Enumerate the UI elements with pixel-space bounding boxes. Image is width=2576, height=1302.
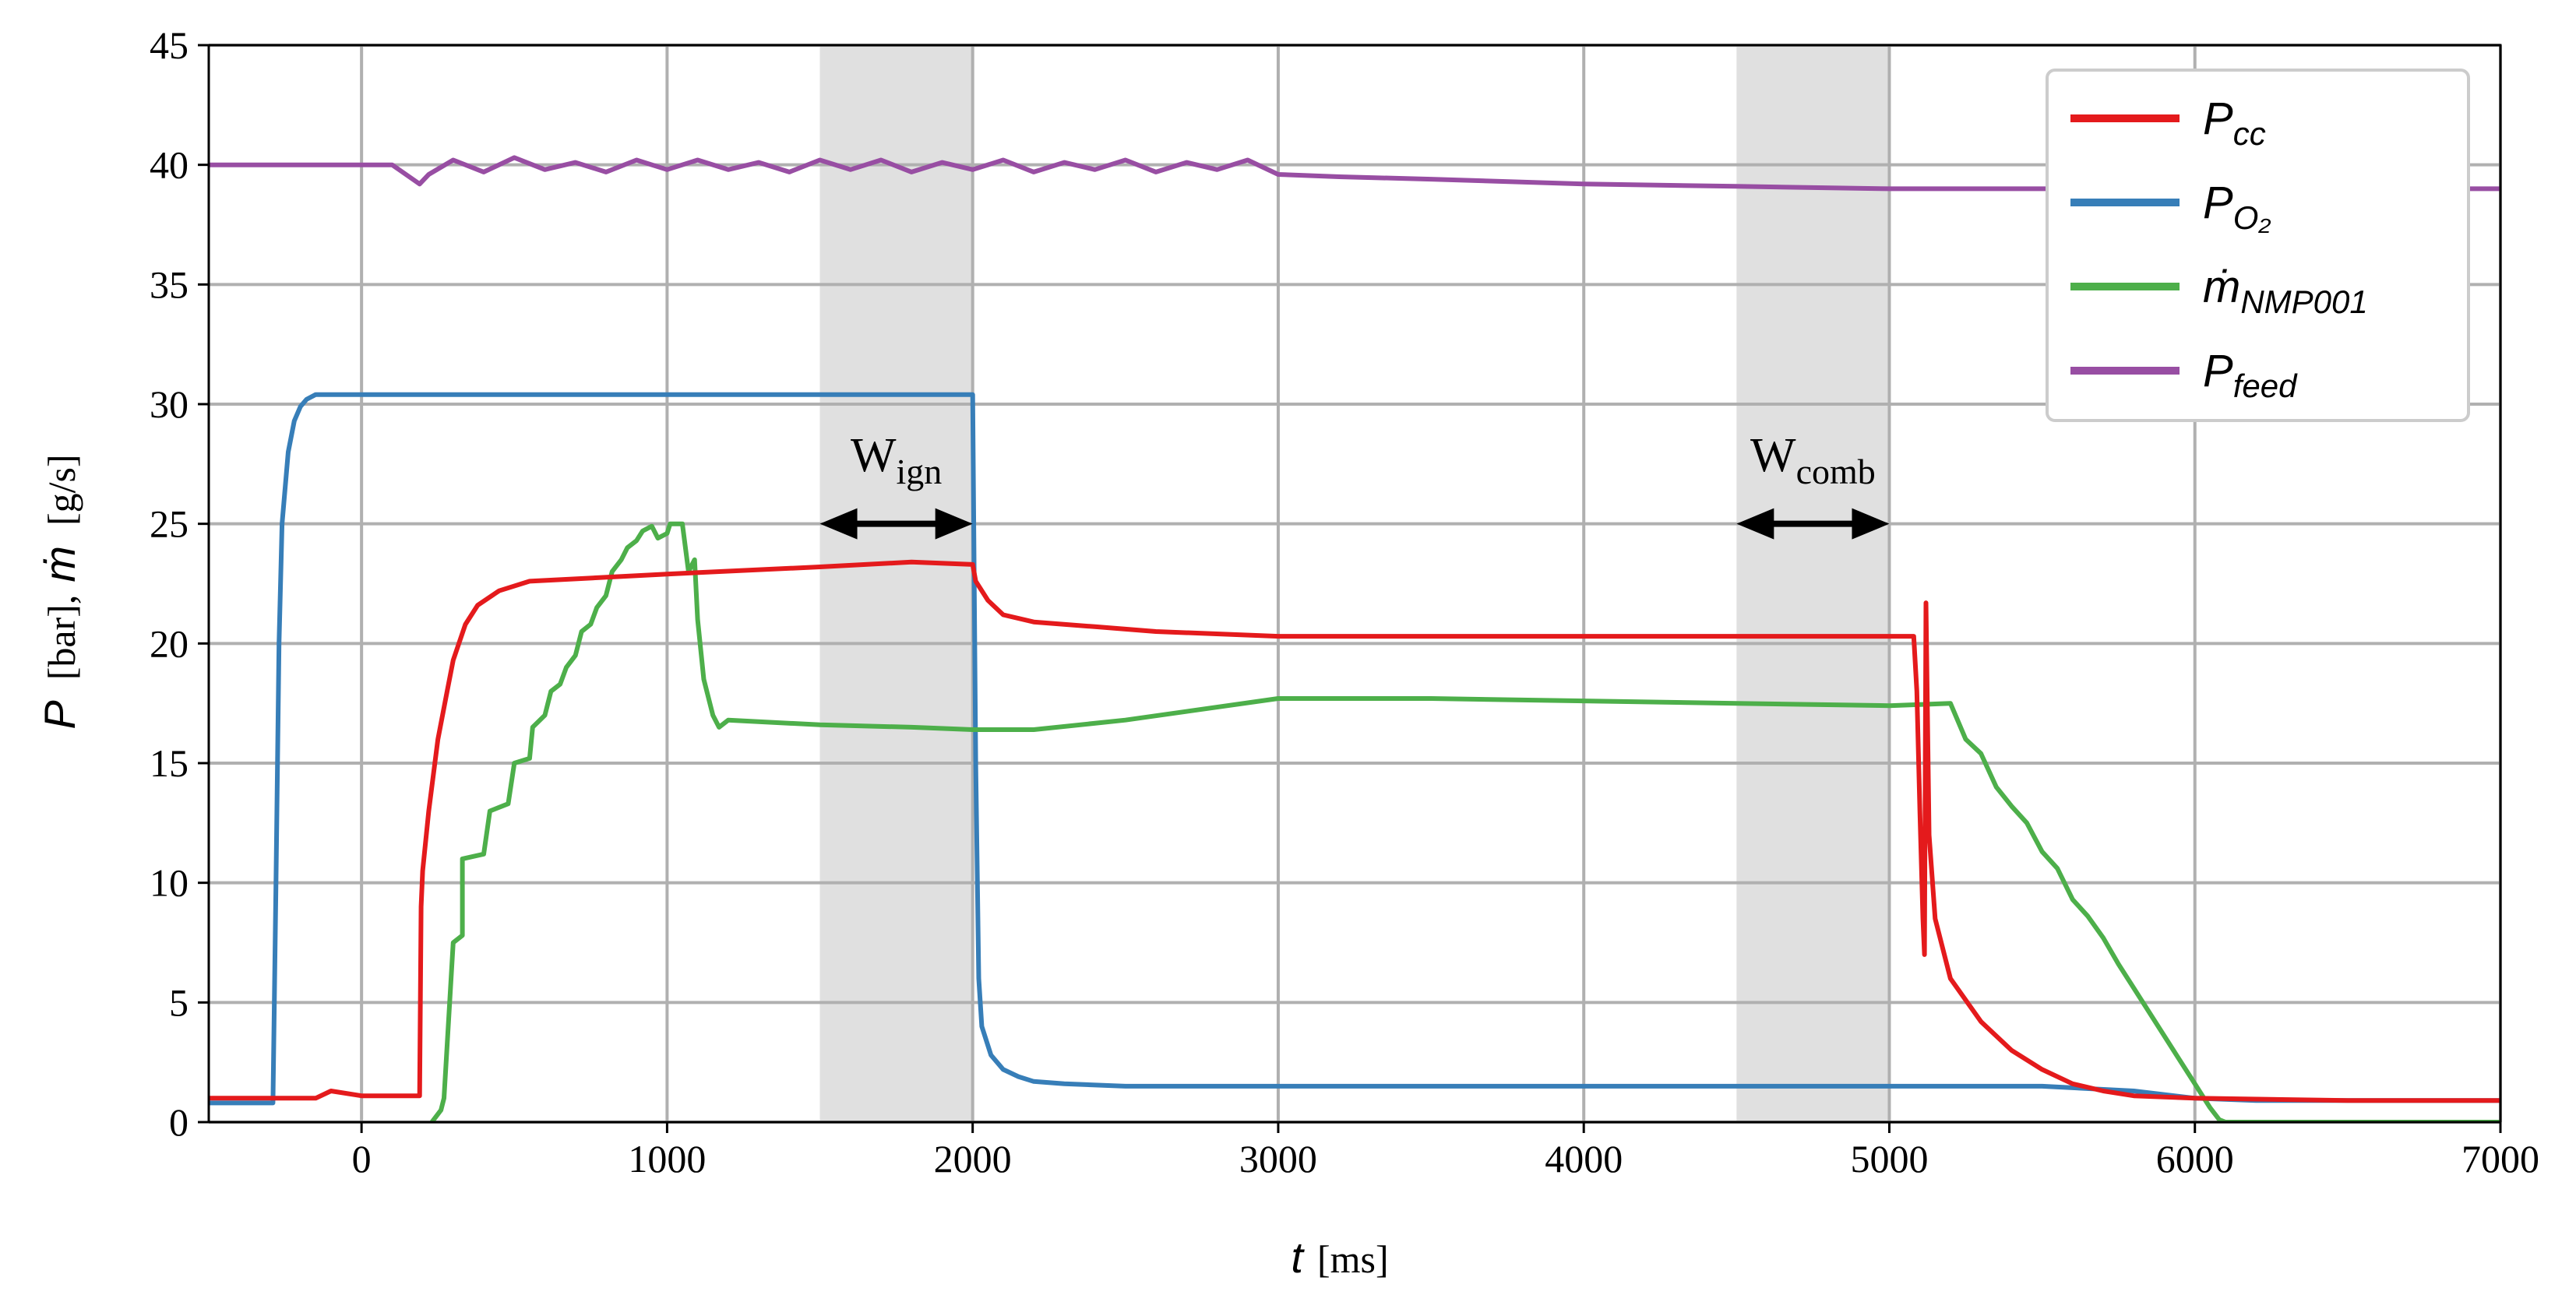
x-tick-label: 0 [352, 1137, 372, 1181]
x-tick-label: 6000 [2156, 1137, 2234, 1181]
x-axis-symbol: t [1291, 1233, 1305, 1282]
legend-entry-P_cc: Pcc [2070, 93, 2266, 152]
series-line-P_cc [209, 559, 2500, 1103]
y-tick-label: 25 [150, 502, 189, 546]
legend-label: PO₂ [2203, 178, 2271, 236]
legend-box [2046, 69, 2470, 422]
shaded-region-comb [1736, 45, 1890, 1122]
x-tick-label: 7000 [2461, 1137, 2539, 1181]
series-line-mdot_NMP001 [430, 521, 2500, 1122]
annotation-ign: Wign [819, 429, 973, 540]
y-tick-label: 0 [169, 1100, 189, 1144]
annotation-arrow-right-head [1852, 508, 1890, 540]
axis-ticks: 0 1000 2000 3000 4000 5000 6000 7000 0 5 10 15 20 25 3… [150, 23, 2539, 1181]
legend-entry-P_O2: PO₂ [2070, 178, 2271, 236]
legend: Pcc PO₂ ṁNMP001 Pfeed [2046, 69, 2470, 422]
y-axis-unit-gs: [g/s] [40, 454, 83, 526]
y-axis-unit-bar: [bar], [40, 595, 83, 681]
annotation-arrow-right-head [935, 508, 973, 540]
legend-entry-P_feed: Pfeed [2070, 346, 2298, 404]
annotation-label: Wcomb [1750, 429, 1876, 491]
series-lines [209, 155, 2500, 1122]
series-line-P_O2 [209, 392, 2500, 1106]
x-tick-label: 3000 [1239, 1137, 1317, 1181]
x-tick-label: 1000 [628, 1137, 706, 1181]
y-tick-label: 45 [150, 23, 189, 67]
y-tick-label: 30 [150, 382, 189, 426]
annotation-label-sub: comb [1796, 452, 1876, 491]
y-tick-label: 10 [150, 861, 189, 905]
y-tick-label: 35 [150, 262, 189, 306]
annotation-label-main: W [1750, 429, 1796, 482]
shaded-regions [819, 45, 1890, 1122]
y-axis-label: P [bar], ṁ [g/s] [35, 454, 84, 729]
annotation-label: Wign [851, 429, 942, 491]
shaded-region-ign [819, 45, 973, 1122]
series-line-P_feed [209, 155, 2500, 192]
y-axis-symbol-p: P [35, 700, 84, 729]
x-axis-label: t [ms] [1291, 1233, 1388, 1282]
x-tick-label: 4000 [1545, 1137, 1623, 1181]
y-tick-label: 20 [150, 621, 189, 665]
annotation-arrow-left-head [1736, 508, 1774, 540]
x-tick-label: 2000 [934, 1137, 1012, 1181]
y-tick-label: 5 [169, 980, 189, 1024]
legend-label: Pcc [2203, 93, 2266, 152]
x-axis-unit: [ms] [1317, 1237, 1389, 1281]
legend-label: ṁNMP001 [2203, 262, 2368, 320]
annotation-label-main: W [851, 429, 897, 482]
y-axis-symbol-mdot: ṁ [35, 546, 84, 582]
annotation-arrow-left-head [819, 508, 858, 540]
annotation-label-sub: ign [896, 452, 942, 491]
annotations: Wign Wcomb [819, 429, 1890, 540]
y-tick-label: 15 [150, 741, 189, 785]
plot-frame [207, 44, 2502, 1124]
y-tick-label: 40 [150, 143, 189, 187]
x-tick-label: 5000 [1850, 1137, 1928, 1181]
legend-label: Pfeed [2203, 346, 2298, 404]
legend-entry-mdot_NMP001: ṁNMP001 [2070, 262, 2368, 320]
annotation-comb: Wcomb [1736, 429, 1890, 540]
